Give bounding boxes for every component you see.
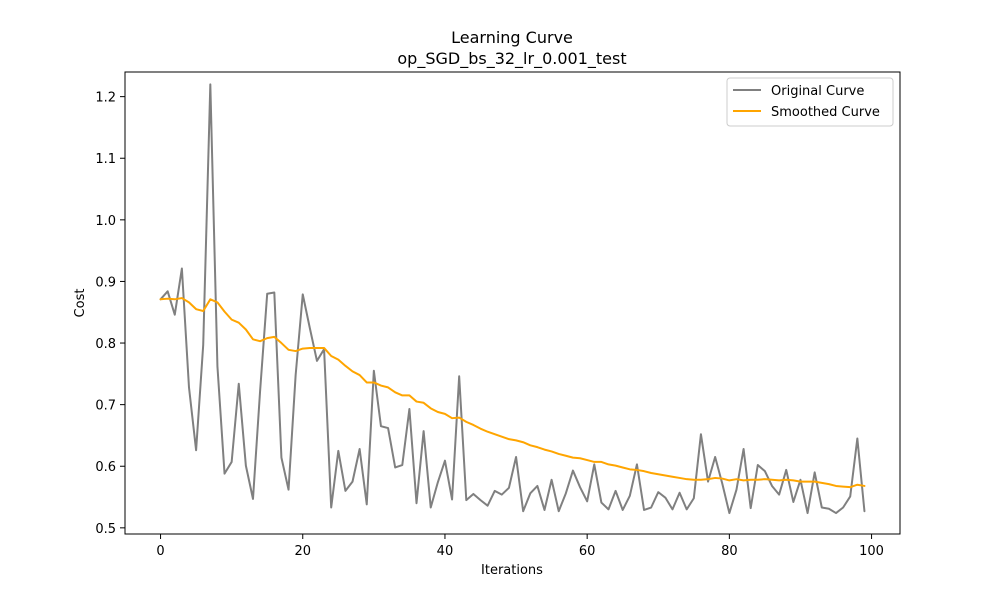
x-tick-label: 0 [156,544,164,559]
x-tick-label: 100 [859,544,884,559]
legend-original-label: Original Curve [771,84,864,99]
series-lines [159,83,866,515]
legend-smoothed-label: Smoothed Curve [771,105,880,120]
chart-title: Learning Curve [451,28,573,47]
chart-subtitle: op_SGD_bs_32_lr_0.001_test [397,49,626,69]
x-tick-label: 20 [294,544,311,559]
y-tick-label: 0.5 [95,522,116,537]
y-tick-label: 0.8 [95,337,116,352]
y-tick-label: 0.6 [95,460,116,475]
y-tick-label: 1.2 [95,91,116,106]
y-tick-label: 1.0 [95,214,116,229]
y-tick-label: 0.7 [95,399,116,414]
legend: Original Curve Smoothed Curve [726,77,894,127]
smoothed-curve-line [159,297,866,489]
original-curve-line [159,83,866,515]
y-axis-label: Cost [73,289,88,318]
y-tick-label: 0.9 [95,275,116,290]
x-tick-label: 40 [437,544,454,559]
x-tick-label: 80 [721,544,738,559]
axes-frame [124,71,901,535]
x-axis-label: Iterations [481,563,543,578]
y-tick-label: 1.1 [95,152,116,167]
legend-box [726,77,894,127]
axis-ticks: 0 20 40 60 80 100 0.5 0.6 0.7 0.8 0.9 1.0 1.1 1.2 [95,91,884,559]
x-tick-label: 60 [579,544,596,559]
